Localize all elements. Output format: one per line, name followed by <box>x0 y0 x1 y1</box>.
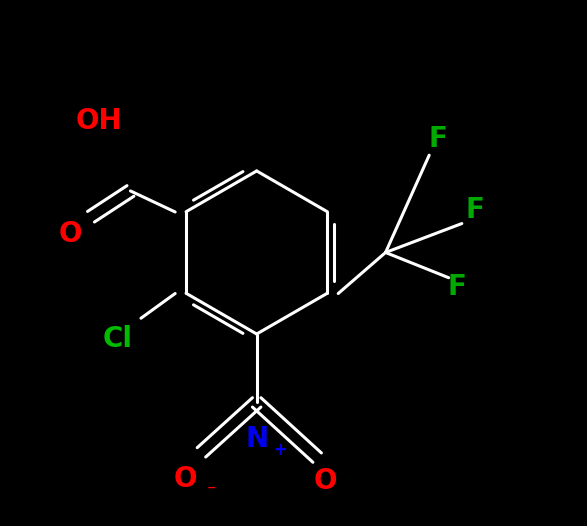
Text: O: O <box>58 220 82 248</box>
Text: ⁻: ⁻ <box>207 483 217 501</box>
Text: O: O <box>174 464 197 493</box>
Text: F: F <box>429 125 448 154</box>
Text: OH: OH <box>76 107 122 135</box>
Text: N: N <box>245 425 268 453</box>
Text: +: + <box>274 441 287 459</box>
Text: O: O <box>313 467 337 495</box>
Text: F: F <box>447 272 466 301</box>
Text: Cl: Cl <box>102 325 132 353</box>
Text: F: F <box>465 196 484 225</box>
